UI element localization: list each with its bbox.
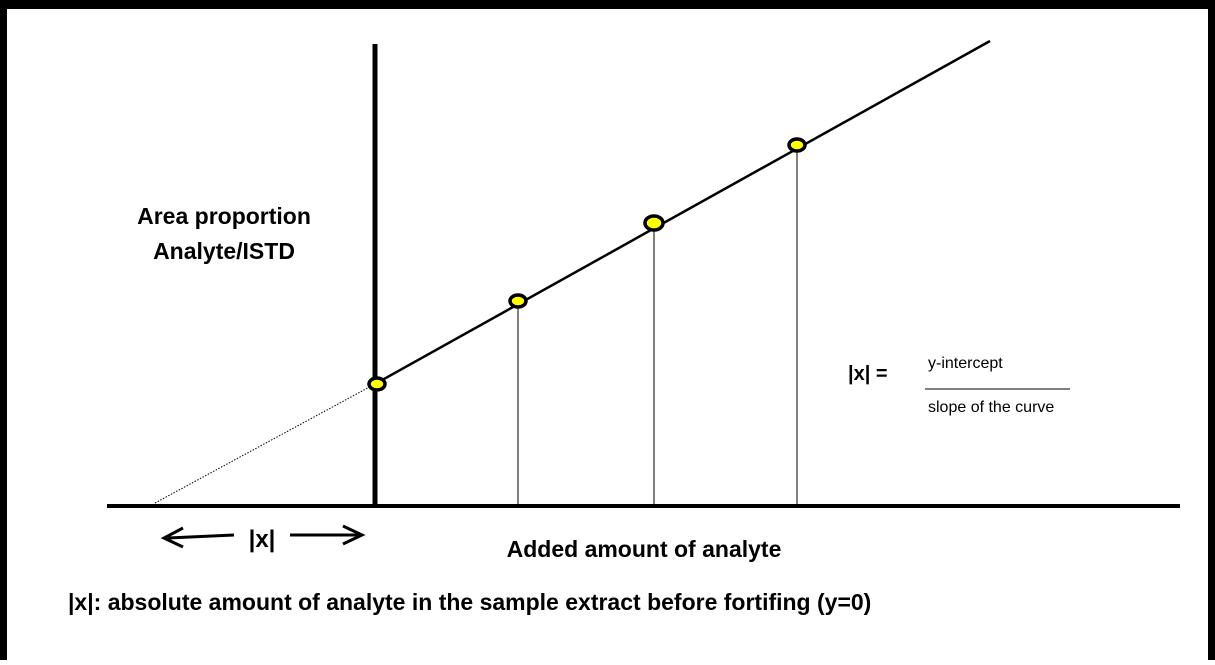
extrapolation-line (154, 383, 376, 504)
data-point (367, 376, 387, 392)
y-axis-label-line2: Analyte/ISTD (153, 238, 295, 264)
formula-lhs: |x| = (848, 363, 888, 385)
formula-numerator: y-intercept (928, 355, 1003, 372)
footnote: |x|: absolute amount of analyte in the s… (68, 589, 871, 615)
data-point (787, 137, 807, 153)
standard-addition-diagram: Area proportion Analyte/ISTD Added amoun… (68, 39, 1180, 615)
right-arrow-head (342, 524, 366, 546)
data-point (643, 214, 665, 232)
x-arrow-label: |x| (249, 526, 276, 553)
formula-denominator: slope of the curve (928, 399, 1054, 416)
left-arrow-shaft (167, 533, 235, 540)
data-point (508, 293, 528, 309)
left-arrow-head (160, 526, 184, 549)
regression-line (374, 39, 991, 386)
x-axis-label: Added amount of analyte (507, 536, 782, 562)
y-axis-label-line1: Area proportion (137, 203, 311, 229)
